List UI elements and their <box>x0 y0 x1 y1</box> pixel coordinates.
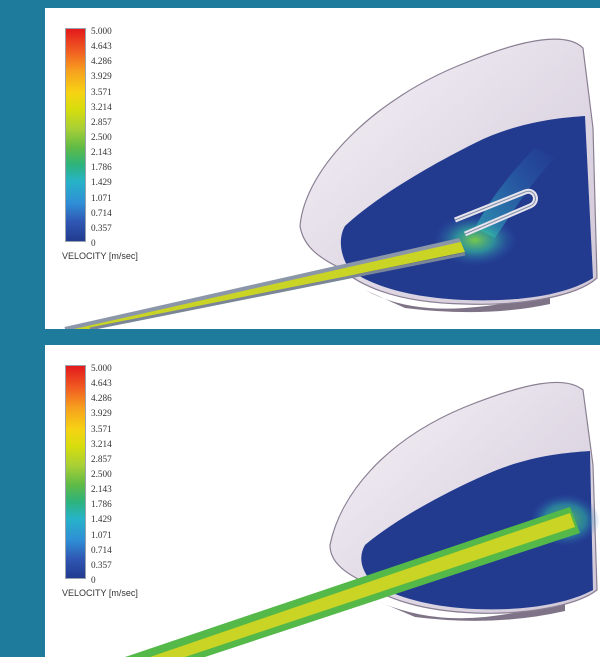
colorbar-tick-labels: 5.000 4.643 4.286 3.929 3.571 3.214 2.85… <box>91 24 112 251</box>
tick-label: 1.786 <box>91 162 112 173</box>
tick-label: 1.429 <box>91 177 112 188</box>
tick-label: 3.929 <box>91 71 112 82</box>
velocity-plume <box>475 148 555 238</box>
tick-label: 2.857 <box>91 116 112 127</box>
colorbar-unit-label: VELOCITY [m/sec] <box>62 251 138 261</box>
tick-label: 0.714 <box>91 207 112 218</box>
tick-label: 1.071 <box>91 529 112 540</box>
tick-label: 4.643 <box>91 41 112 52</box>
tick-label: 0.357 <box>91 222 112 233</box>
tick-label: 0.714 <box>91 544 112 555</box>
tick-label: 4.286 <box>91 56 112 67</box>
pipe-slot-outline <box>454 190 536 235</box>
pipe-wall-lower <box>89 252 466 329</box>
tick-label: 2.857 <box>91 453 112 464</box>
velocity-colorbar <box>65 365 86 579</box>
hull-underside <box>365 290 550 313</box>
tick-label: 3.214 <box>91 101 112 112</box>
tick-label: 2.500 <box>91 131 112 142</box>
tick-label: 3.929 <box>91 408 112 419</box>
tick-label: 5.000 <box>91 363 112 373</box>
tick-label: 0.357 <box>91 559 112 570</box>
colorbar-tick-labels: 5.000 4.643 4.286 3.929 3.571 3.214 2.85… <box>91 361 112 588</box>
hull-underside <box>375 600 565 621</box>
tick-label: 0 <box>91 237 96 248</box>
tick-label: 3.214 <box>91 438 112 449</box>
tick-label: 2.500 <box>91 468 112 479</box>
tick-label: 1.071 <box>91 192 112 203</box>
simulation-panel-bottom: 5.000 4.643 4.286 3.929 3.571 3.214 2.85… <box>45 345 600 657</box>
tick-label: 4.643 <box>91 378 112 389</box>
tick-label: 4.286 <box>91 393 112 404</box>
simulation-panel-top: 5.000 4.643 4.286 3.929 3.571 3.214 2.85… <box>45 8 600 329</box>
tick-label: 0 <box>91 574 96 585</box>
jet-core <box>150 513 575 657</box>
velocity-colorbar <box>65 28 86 242</box>
tick-label: 2.143 <box>91 147 112 158</box>
tick-label: 1.429 <box>91 514 112 525</box>
tick-label: 5.000 <box>91 26 112 36</box>
tick-label: 3.571 <box>91 423 112 434</box>
colorbar-unit-label: VELOCITY [m/sec] <box>62 588 138 598</box>
cfd-render-bottom <box>125 381 600 657</box>
tick-label: 3.571 <box>91 86 112 97</box>
pipe-wall-upper <box>64 238 461 329</box>
tick-label: 1.786 <box>91 499 112 510</box>
cfd-render-top <box>64 38 598 329</box>
tick-label: 2.143 <box>91 484 112 495</box>
jet-shear-layer <box>125 507 580 657</box>
